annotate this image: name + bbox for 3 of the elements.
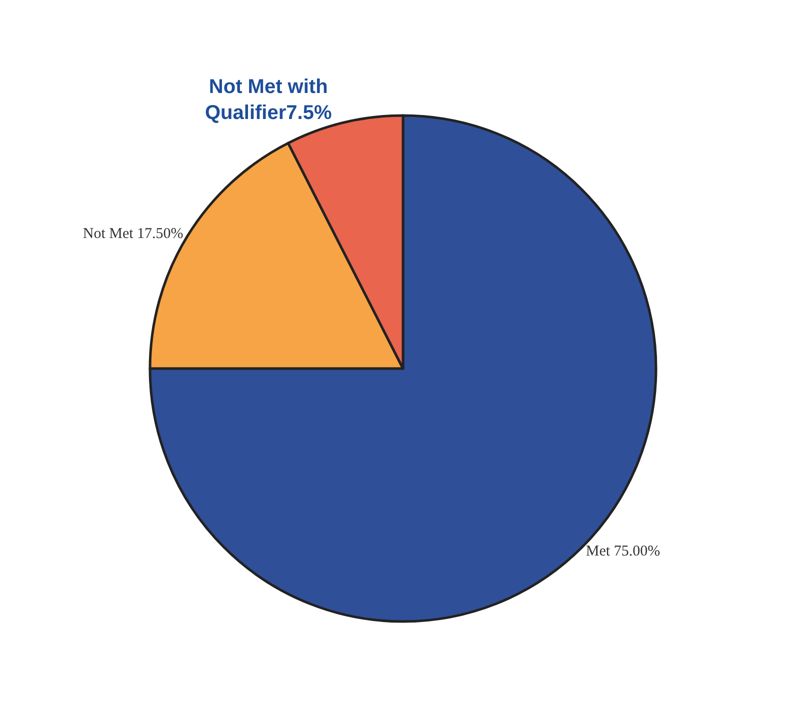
slice-label: Met 75.00% — [586, 543, 660, 560]
slice-label: Not Met 17.50% — [82, 226, 184, 242]
slice-label: Not Met with Qualifier7.5% — [205, 76, 332, 124]
